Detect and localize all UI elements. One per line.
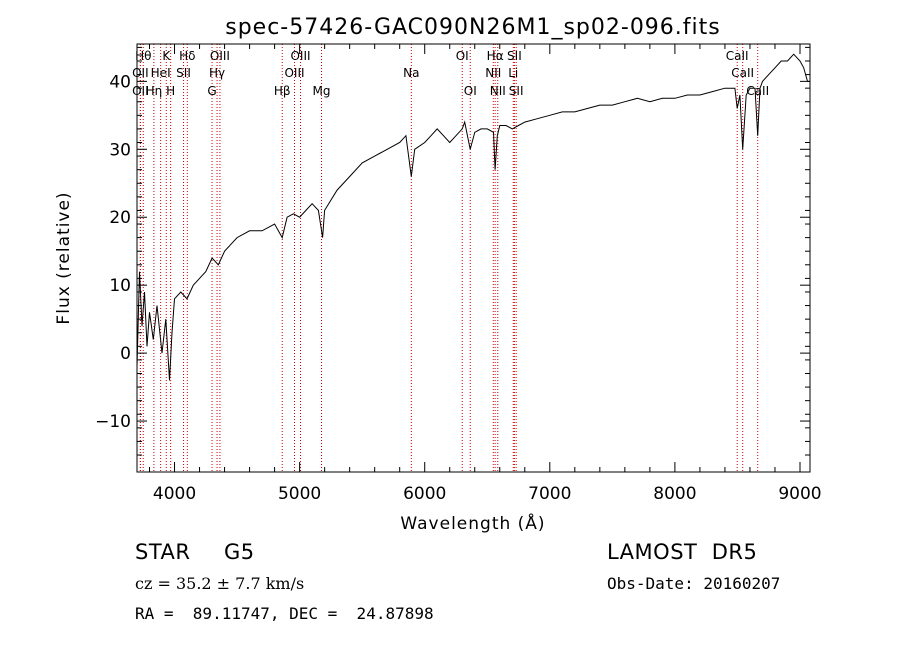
x-tick-label-2: 6000 <box>403 484 446 504</box>
y-tick-label-3: 20 <box>109 208 131 228</box>
x-tick-label-4: 8000 <box>653 484 696 504</box>
spectral-line-markers <box>139 44 759 472</box>
object-class: STAR <box>135 540 191 564</box>
x-axis-label: Wavelength (Å) <box>400 512 545 534</box>
obs-date: Obs-Date: 20160207 <box>607 574 781 593</box>
object-subclass: G5 <box>224 540 255 564</box>
y-axis-label: Flux (relative) <box>54 191 74 324</box>
line-label-27: CaII <box>746 84 769 98</box>
x-axis: 4000 5000 6000 7000 8000 9000 <box>149 44 822 504</box>
line-label-18: OI <box>464 84 477 98</box>
line-label-21: NII <box>490 84 506 98</box>
line-label-7: SII <box>176 66 191 80</box>
line-label-12: Hβ <box>274 84 291 98</box>
coordinates: RA = 89.11747, DEC = 24.87898 <box>135 604 434 623</box>
y-tick-label-0: −10 <box>95 412 131 432</box>
redshift-text: cz = 35.2 ± 7.7 km/s <box>135 574 305 593</box>
y-tick-label-5: 40 <box>109 72 131 92</box>
y-axis: −10 0 10 20 30 40 <box>95 46 810 456</box>
line-label-23: SII <box>507 49 522 63</box>
line-label-26: CaII <box>731 66 754 80</box>
y-tick-label-2: 10 <box>109 276 131 296</box>
line-label-5: K <box>162 49 171 63</box>
plot-frame <box>136 43 811 473</box>
chart-title: spec-57426-GAC090N26M1_sp02-096.fits <box>225 15 721 40</box>
line-label-19: NII <box>485 66 501 80</box>
line-label-20: Hα <box>487 49 504 63</box>
survey-name: LAMOST DR5 <box>607 540 758 564</box>
line-label-16: Na <box>403 66 419 80</box>
line-label-24: SII <box>509 84 524 98</box>
line-label-22: Li <box>508 66 518 80</box>
x-tick-label-5: 9000 <box>778 484 821 504</box>
spectrum-line <box>136 53 810 381</box>
line-label-3: Hη <box>146 84 163 98</box>
line-label-0: Hθ <box>135 49 151 63</box>
line-label-9: G <box>207 84 216 98</box>
line-label-10: Hγ <box>209 66 225 80</box>
spectral-line-labels: HθOIIOIIHηHeIKHSIIHδGHγOIIIHβOIIIOIIIMgN… <box>132 49 769 98</box>
y-tick-label-1: 0 <box>120 344 131 364</box>
line-label-2: OII <box>132 84 149 98</box>
line-label-25: CaII <box>726 49 749 63</box>
x-tick-label-0: 4000 <box>153 484 196 504</box>
y-tick-label-4: 30 <box>109 140 131 160</box>
line-label-11: OIII <box>210 49 230 63</box>
line-label-14: OIII <box>290 49 310 63</box>
x-tick-label-1: 5000 <box>278 484 321 504</box>
x-tick-label-3: 7000 <box>528 484 571 504</box>
line-label-13: OIII <box>284 66 304 80</box>
line-label-15: Mg <box>313 84 331 98</box>
line-label-6: H <box>166 84 175 98</box>
line-label-1: OII <box>132 66 149 80</box>
line-label-8: Hδ <box>179 49 195 63</box>
line-label-4: HeI <box>151 66 171 80</box>
line-label-17: OI <box>456 49 469 63</box>
